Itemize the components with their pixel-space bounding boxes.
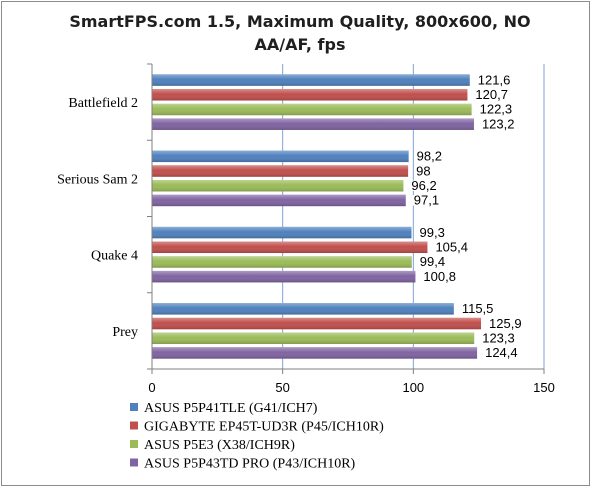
- legend-label: ASUS P5P41TLE (G41/ICH7): [144, 401, 318, 416]
- data-label-bg: [483, 347, 520, 359]
- bars: [152, 74, 482, 359]
- category-label: Prey: [112, 325, 138, 340]
- bar-shade: [152, 317, 482, 330]
- bar-shade: [152, 165, 409, 177]
- bar-shade: [152, 89, 468, 101]
- chart-title-line-1: SmartFPS.com 1.5, Maximum Quality, 800x6…: [69, 12, 531, 31]
- data-label-bg: [409, 180, 439, 191]
- bar-shade: [152, 347, 478, 359]
- data-label: 124,4: [485, 345, 518, 360]
- data-label-bg: [417, 256, 448, 268]
- legend-label: ASUS P5P43TD PRO (P43/ICH10R): [144, 457, 356, 472]
- legend-swatch: [130, 440, 138, 448]
- bar-shade: [152, 103, 472, 116]
- bar-shade: [152, 194, 406, 207]
- data-label: 125,9: [489, 316, 522, 331]
- legend-swatch: [130, 421, 138, 430]
- data-label-bg: [421, 271, 458, 282]
- data-label: 120,7: [475, 87, 508, 102]
- data-label-bg: [417, 227, 447, 238]
- data-label-bg: [480, 332, 517, 344]
- data-label: 122,3: [480, 102, 513, 117]
- axes: Battlefield 2 Serious Sam 2 Quake 4 Prey 0 50…: [57, 63, 555, 395]
- data-label: 123,3: [482, 330, 515, 345]
- bar-shade: [152, 332, 475, 344]
- bar-shade: [152, 270, 416, 283]
- data-label: 99,3: [420, 225, 445, 240]
- bar-shade: [152, 226, 412, 239]
- legend-swatch: [130, 403, 138, 411]
- legend-label: ASUS P5E3 (X38/ICH9R): [144, 438, 295, 453]
- category-label: Quake 4: [91, 249, 138, 264]
- data-label: 123,2: [482, 116, 515, 131]
- data-label-bg: [433, 242, 470, 253]
- data-label-bg: [473, 89, 510, 101]
- data-label-bg: [479, 118, 517, 130]
- legend-label: GIGABYTE EP45T-UD3R (P45/ICH10R): [144, 420, 384, 435]
- data-label-bg: [414, 165, 433, 177]
- legend: ASUS P5P41TLE (G41/ICH7) GIGABYTE EP45T-U…: [130, 401, 384, 472]
- data-label: 97,1: [414, 193, 439, 208]
- data-label: 96,2: [411, 178, 436, 193]
- bar-shade: [152, 179, 404, 192]
- data-labels: 121,6120,7122,3123,298,29896,297,199,310…: [409, 72, 524, 360]
- data-label-bg: [414, 151, 444, 162]
- category-label: Serious Sam 2: [57, 172, 138, 187]
- data-label: 100,8: [423, 269, 456, 284]
- x-tick-label: 50: [275, 380, 289, 395]
- bar-shade: [152, 150, 409, 163]
- data-label: 121,6: [478, 72, 511, 87]
- legend-swatch: [130, 458, 138, 467]
- bar-shade: [152, 118, 474, 130]
- data-label: 115,5: [462, 301, 494, 316]
- data-label: 105,4: [435, 240, 468, 255]
- bar-shade: [152, 74, 470, 86]
- data-label-bg: [459, 303, 496, 315]
- x-tick-label: 100: [402, 380, 424, 395]
- bar-shade: [152, 256, 412, 268]
- bar-shade: [152, 303, 454, 315]
- x-tick-label: 150: [533, 380, 555, 395]
- data-label: 98: [416, 163, 430, 178]
- data-label: 99,4: [420, 254, 445, 269]
- category-label: Battlefield 2: [68, 96, 138, 111]
- chart-title: SmartFPS.com 1.5, Maximum Quality, 800x6…: [60, 10, 540, 56]
- data-label: 98,2: [417, 149, 442, 164]
- x-tick-label: 0: [148, 380, 155, 395]
- data-label-bg: [475, 74, 513, 86]
- bar-shade: [152, 241, 428, 254]
- data-label-bg: [477, 104, 515, 115]
- data-label-bg: [411, 195, 442, 206]
- data-label-bg: [487, 318, 524, 329]
- chart-title-line-2: AA/AF, fps: [254, 35, 346, 54]
